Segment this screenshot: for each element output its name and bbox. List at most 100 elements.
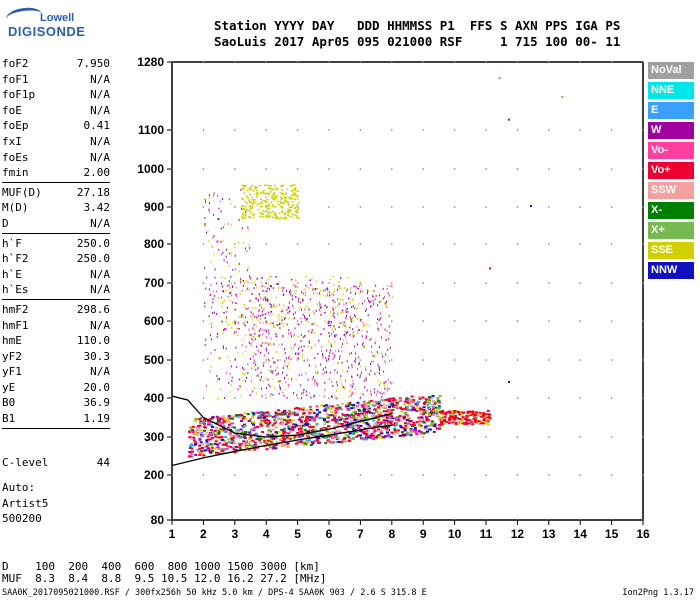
echo-point — [254, 338, 256, 341]
echo-point — [406, 406, 410, 409]
echo-point — [369, 434, 373, 437]
echo-point — [375, 410, 379, 413]
echo-point — [373, 391, 375, 394]
echo-point — [384, 360, 386, 363]
echo-point — [240, 420, 244, 423]
echo-point — [237, 442, 241, 445]
echo-point — [229, 291, 232, 294]
echo-point — [385, 419, 389, 422]
echo-point — [333, 408, 337, 411]
echo-point — [389, 294, 391, 297]
echo-point — [386, 431, 390, 434]
echo-point — [289, 290, 291, 293]
echo-point — [241, 289, 243, 292]
echo-point — [268, 359, 270, 362]
echo-point — [268, 208, 271, 210]
echo-point — [325, 306, 327, 309]
echo-point — [436, 396, 440, 399]
echo-point — [269, 395, 271, 398]
echo-point — [327, 321, 329, 324]
echo-point — [258, 439, 262, 442]
echo-point — [356, 308, 358, 310]
echo-point — [389, 381, 391, 384]
echo-point — [337, 416, 341, 419]
echo-point — [267, 187, 270, 189]
echo-point — [397, 417, 401, 420]
echo-point — [242, 380, 244, 383]
echo-point — [265, 321, 268, 324]
echo-point — [259, 423, 263, 426]
echo-point — [285, 217, 288, 219]
grid-dot — [234, 243, 236, 245]
echo-point — [395, 407, 399, 410]
echo-point — [358, 403, 362, 406]
echo-point — [458, 418, 462, 421]
echo-point — [335, 407, 339, 410]
echo-point — [383, 383, 385, 386]
echo-point — [334, 335, 336, 338]
echo-point — [244, 445, 248, 448]
echo-point — [380, 381, 382, 384]
echo-point — [200, 435, 204, 438]
echo-point — [284, 212, 287, 214]
echo-point — [218, 448, 222, 451]
echo-point — [217, 218, 220, 221]
echo-point — [206, 446, 210, 449]
echo-point — [270, 311, 272, 314]
echo-point — [262, 189, 265, 192]
echo-point — [362, 432, 366, 435]
echo-point — [221, 415, 225, 418]
echo-point — [269, 438, 273, 441]
echo-point — [438, 395, 442, 398]
echo-point — [328, 340, 330, 343]
echo-point — [217, 397, 219, 400]
echo-point — [226, 371, 228, 374]
echo-point — [207, 357, 209, 360]
echo-point — [415, 421, 419, 424]
echo-point — [222, 424, 226, 427]
echo-point — [244, 334, 247, 337]
grid-dot — [202, 474, 205, 476]
echo-point — [215, 439, 219, 442]
echo-point — [291, 295, 294, 297]
echo-point — [287, 212, 290, 214]
echo-point — [380, 336, 382, 339]
echo-point — [293, 414, 297, 417]
echo-point — [229, 300, 232, 302]
echo-point — [243, 192, 246, 194]
grid-dot — [359, 206, 362, 208]
echo-point — [245, 208, 248, 211]
echo-point — [288, 197, 291, 200]
echo-point — [356, 343, 358, 346]
echo-point — [263, 200, 266, 202]
echo-point — [428, 397, 432, 400]
echo-point — [291, 429, 295, 432]
echo-point — [231, 426, 235, 429]
echo-point — [283, 427, 287, 430]
echo-point — [440, 422, 444, 425]
echo-point — [379, 312, 381, 315]
grid-dot — [642, 243, 644, 245]
echo-point — [430, 396, 434, 399]
legend-item: E — [648, 102, 694, 119]
echo-point — [269, 303, 271, 305]
echo-point — [194, 453, 198, 456]
echo-point — [276, 350, 278, 353]
echo-point — [328, 441, 332, 444]
echo-point — [228, 284, 231, 286]
echo-point — [224, 223, 226, 226]
echo-point — [238, 262, 240, 265]
echo-point — [332, 283, 335, 286]
echo-point — [327, 357, 329, 360]
echo-point — [293, 335, 295, 337]
auto-program: Artist5 — [2, 496, 49, 510]
echo-point — [374, 403, 378, 406]
echo-point — [319, 301, 321, 304]
echo-point — [209, 432, 213, 435]
echo-point — [244, 442, 248, 445]
echo-point — [216, 313, 218, 316]
echo-point — [284, 196, 287, 198]
echo-point — [382, 427, 386, 430]
param-value: 27.18 — [76, 185, 110, 199]
